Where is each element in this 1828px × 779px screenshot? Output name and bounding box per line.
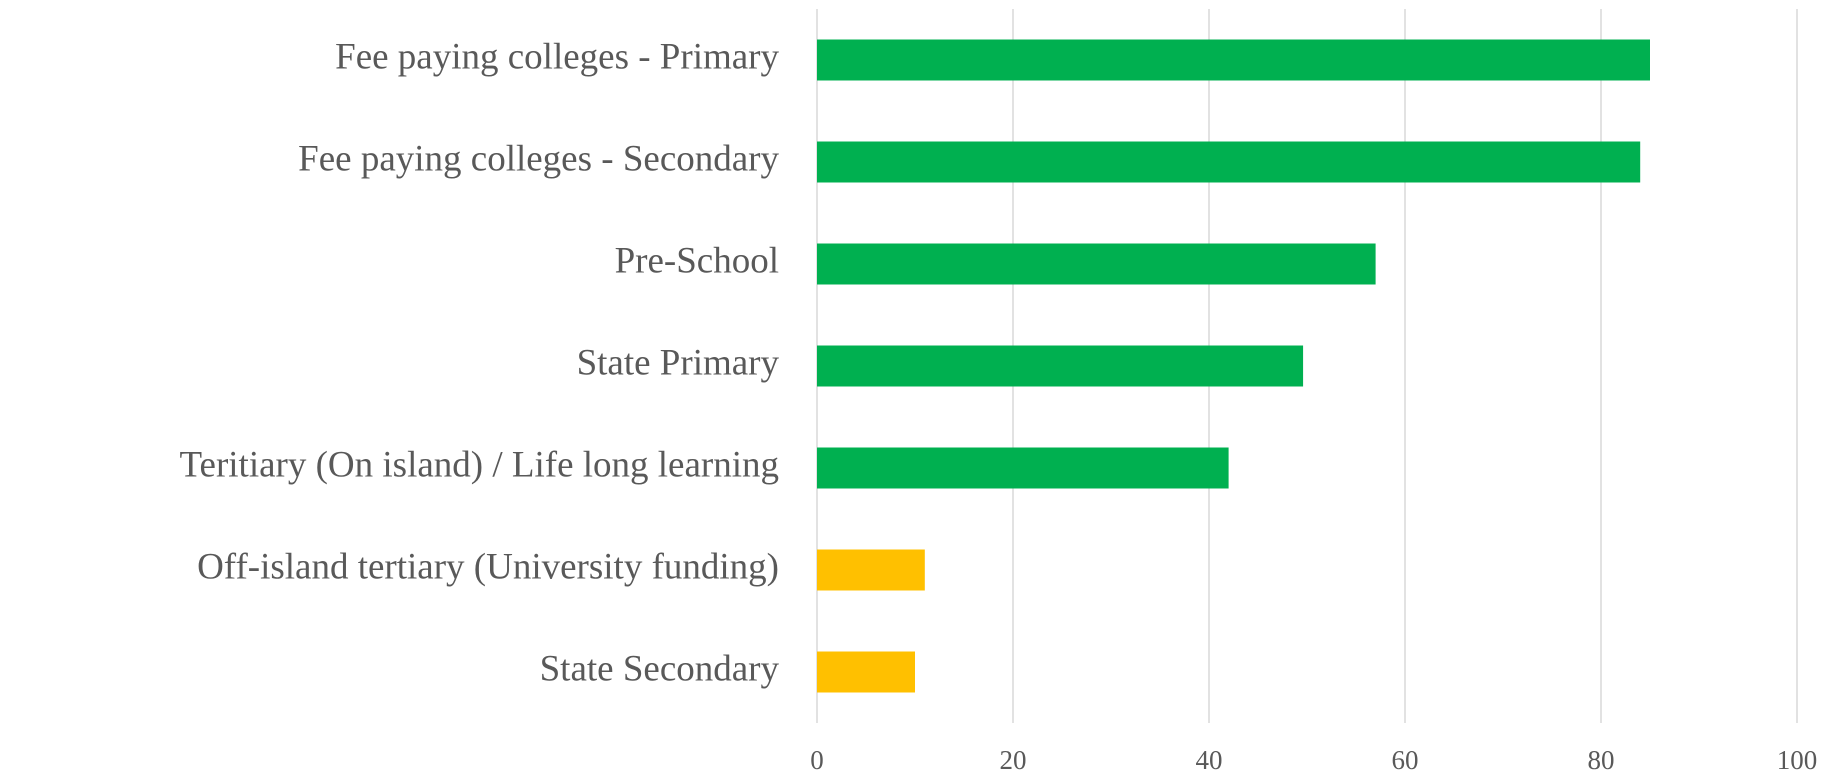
y-tick-label: Pre-School xyxy=(615,240,779,281)
y-tick-label: State Primary xyxy=(577,342,780,383)
y-tick-label: Fee paying colleges - Primary xyxy=(335,36,779,77)
bar xyxy=(817,345,1304,387)
x-tick-label: 0 xyxy=(810,745,824,775)
bar xyxy=(817,651,915,693)
y-tick-label: Teritiary (On island) / Life long learni… xyxy=(180,444,780,485)
x-tick-label: 40 xyxy=(1196,745,1223,775)
x-tick-label: 80 xyxy=(1588,745,1615,775)
y-tick-label: Fee paying colleges - Secondary xyxy=(298,138,779,179)
x-tick-label: 60 xyxy=(1392,745,1419,775)
bar xyxy=(817,141,1641,183)
bar xyxy=(817,549,925,591)
y-tick-label: Off-island tertiary (University funding) xyxy=(197,546,779,587)
x-tick-label: 100 xyxy=(1777,745,1818,775)
bar xyxy=(817,243,1376,285)
bar xyxy=(817,39,1650,81)
bar xyxy=(817,447,1229,489)
y-tick-label: State Secondary xyxy=(540,648,780,689)
x-tick-label: 20 xyxy=(1000,745,1027,775)
